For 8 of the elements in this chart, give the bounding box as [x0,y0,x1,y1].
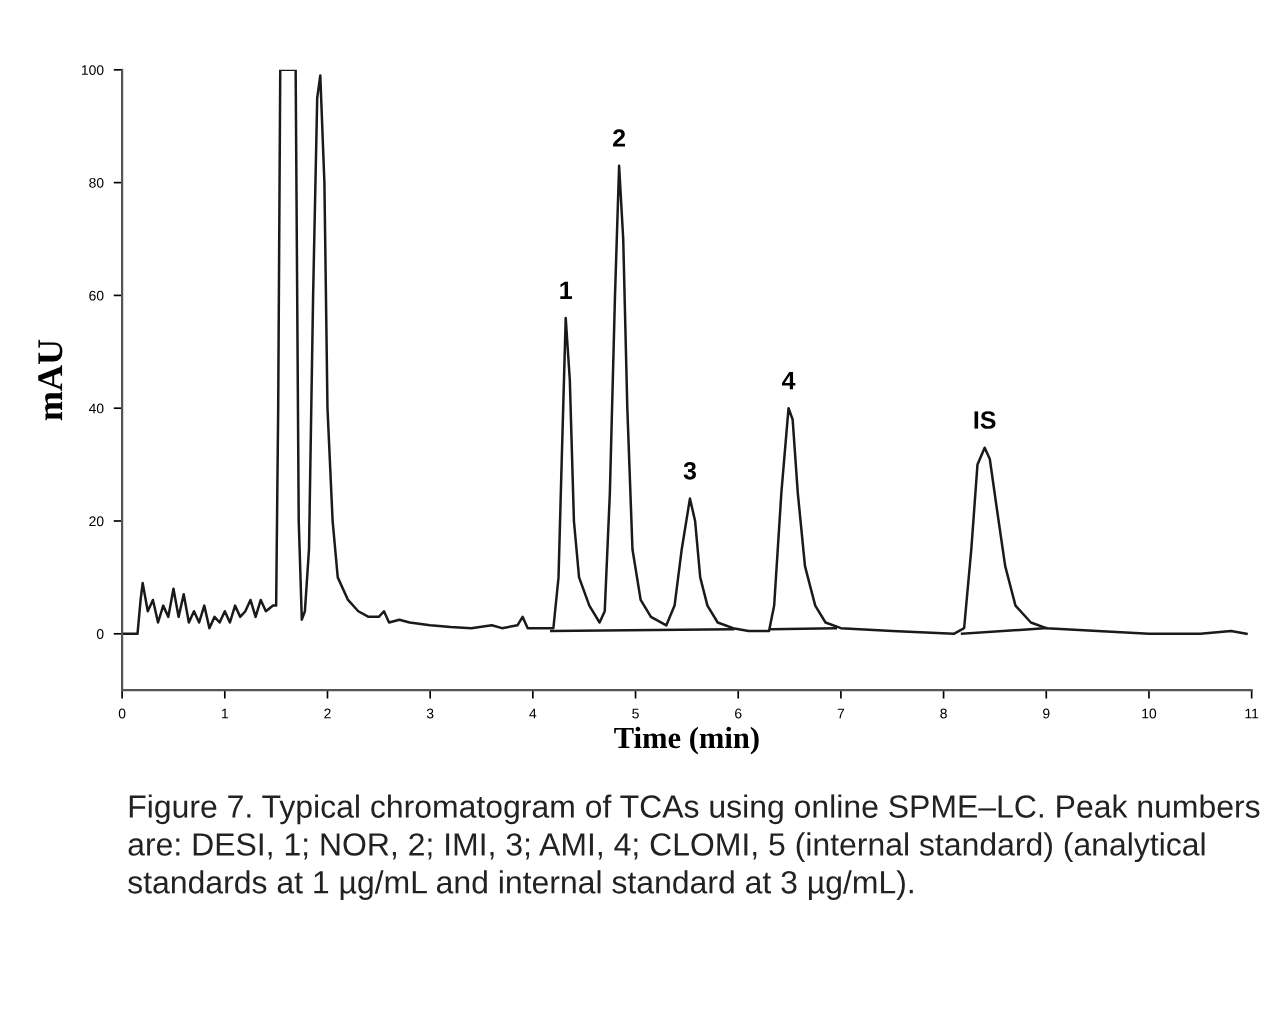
annotation: 1 [560,281,572,299]
caption: Figure 7. Typical chromatogram of TCAs using online SPME–LC. Peak numbers are: DESI, 1; NOR, 2; IMI, 3; AMI, 4; CLOMI, 5 (internal standard) (analytical standards at 1 µg/mL and internal standard at 3 µg/mL). [128,794,1260,900]
annotation: 4 [781,371,796,390]
y-axis-title: mAU [38,339,63,421]
annotation: 3 [683,461,697,480]
annotation: 2 [613,129,626,147]
annotation: IS [974,411,996,429]
x-axis-title: Time (min) [614,726,759,755]
